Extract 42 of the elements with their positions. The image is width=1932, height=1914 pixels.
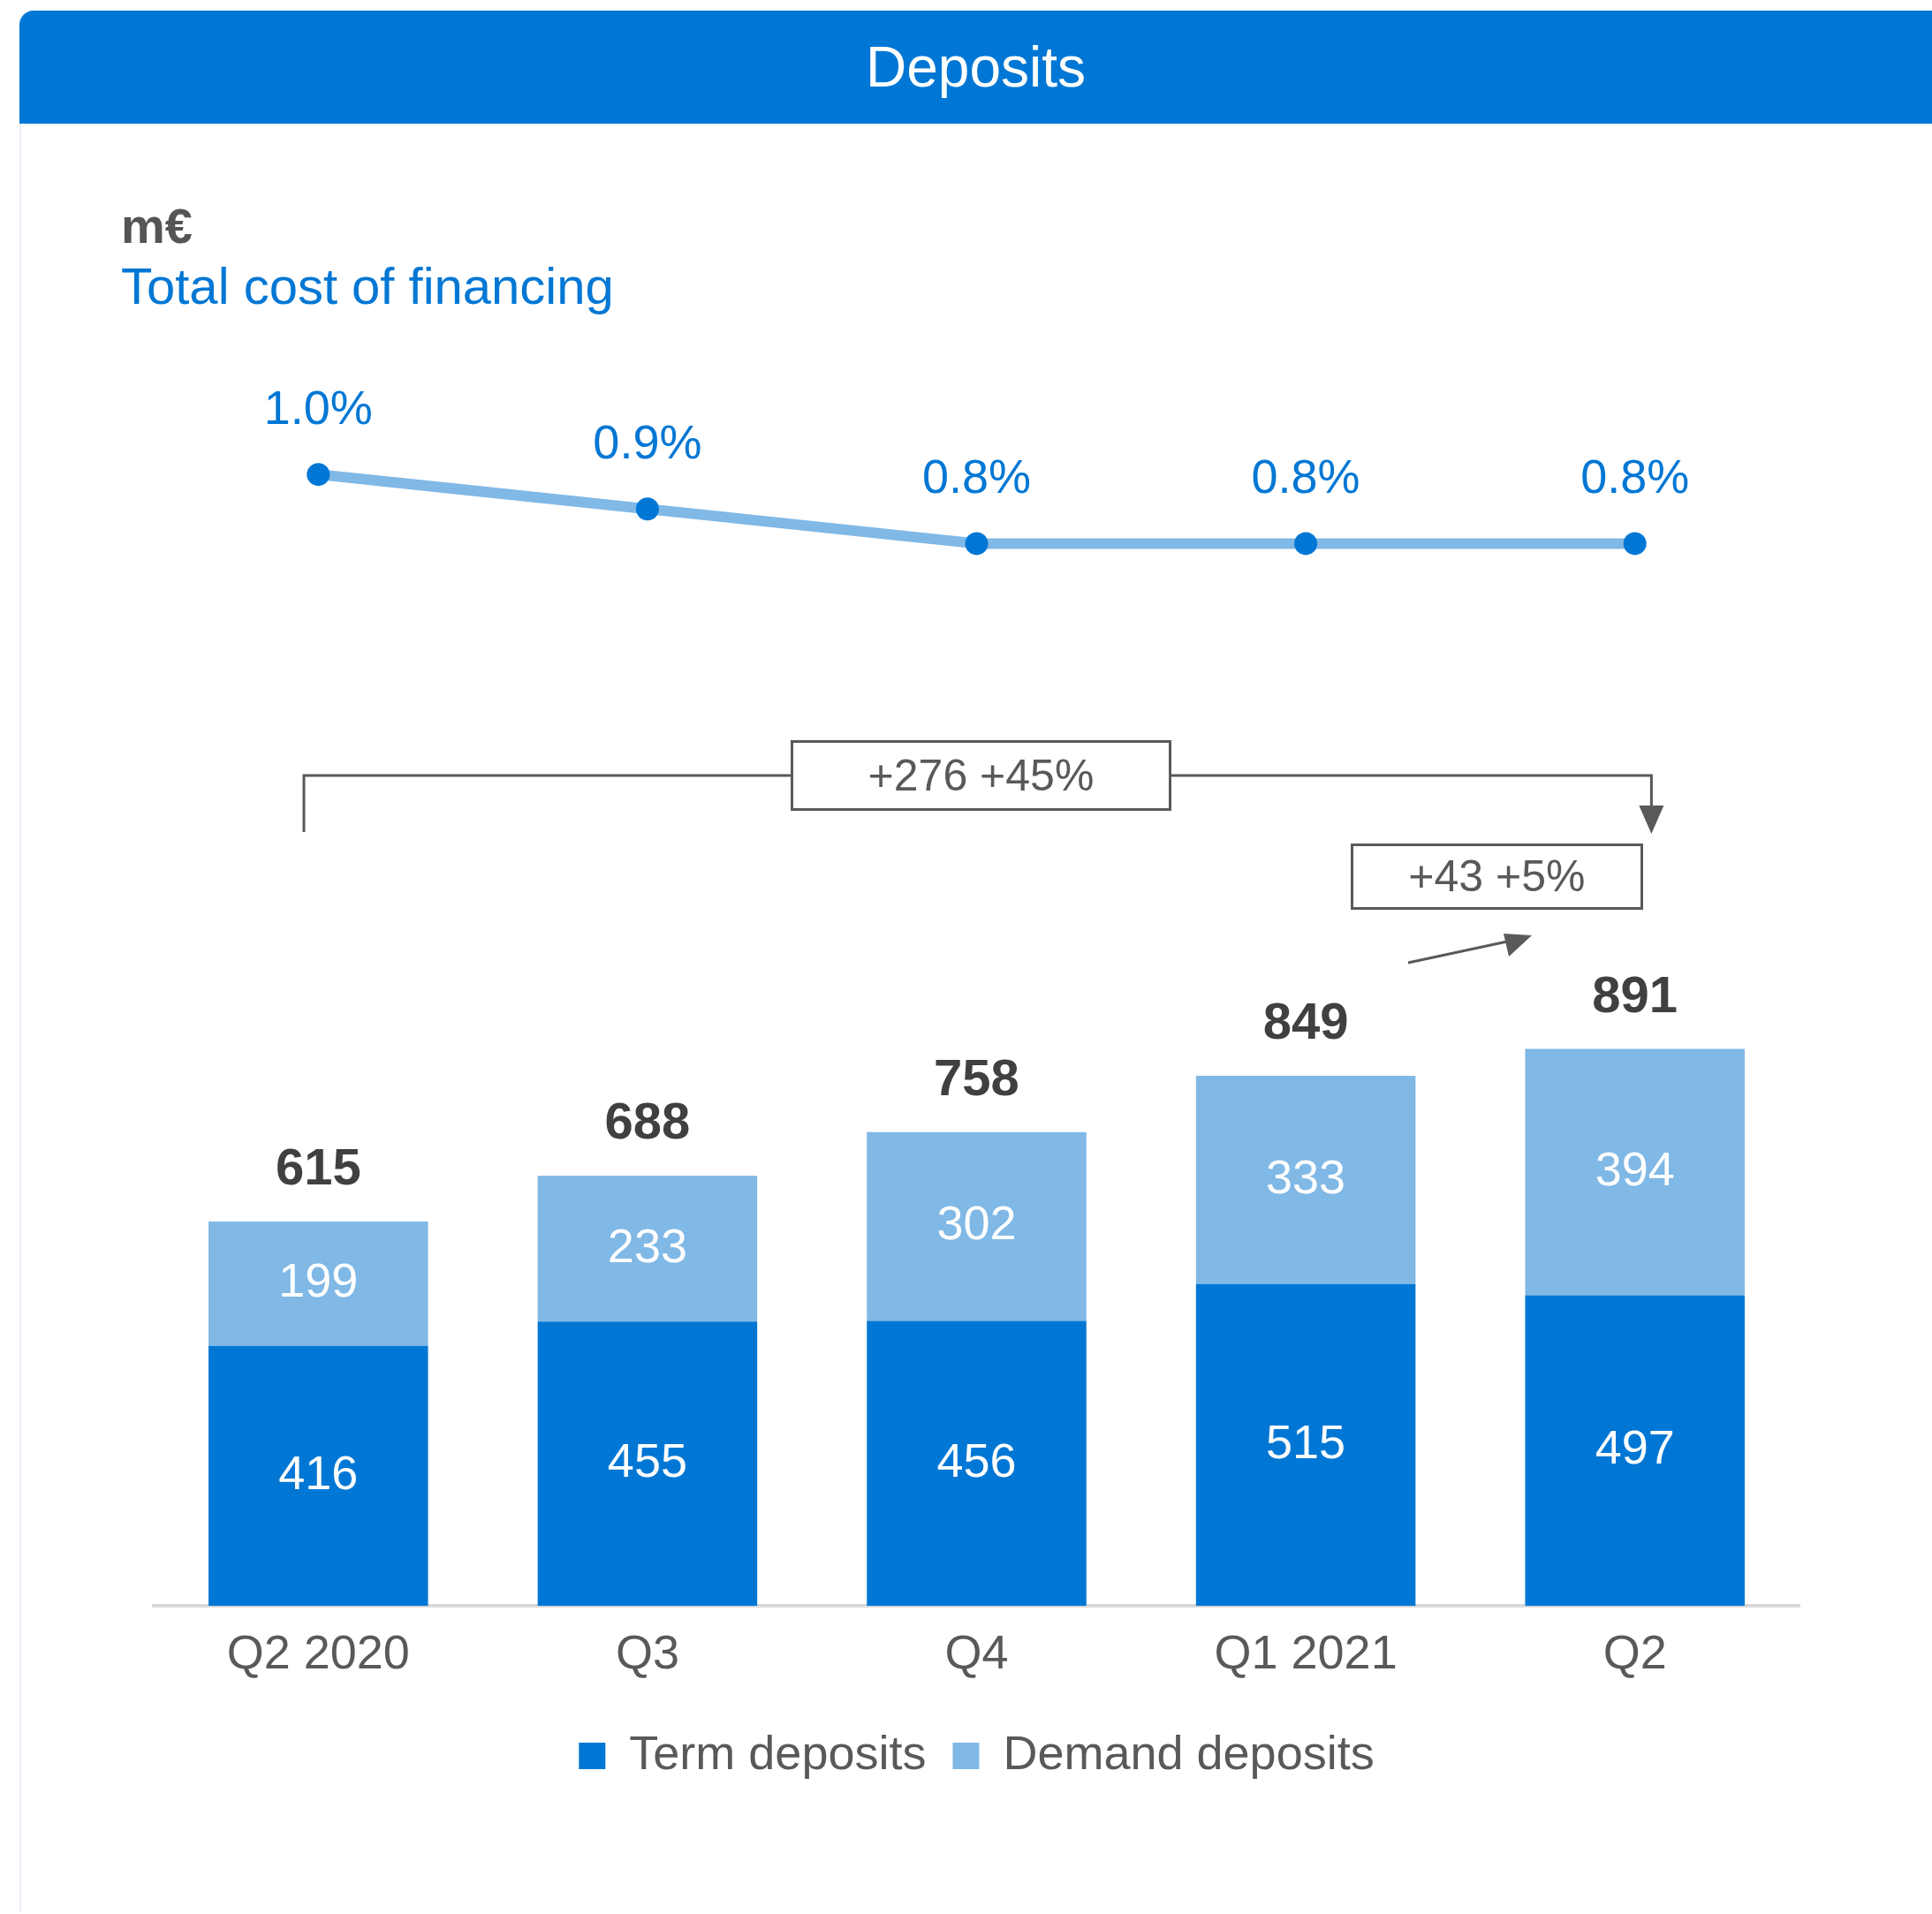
data-label: 199	[278, 1253, 359, 1307]
bar	[867, 1320, 1087, 1607]
total-label: 891	[1592, 965, 1678, 1023]
total-label: 688	[604, 1092, 691, 1150]
text: Total cost of financing	[121, 257, 614, 314]
bar	[1195, 1283, 1416, 1607]
data-label: 302	[936, 1196, 1017, 1250]
total-label: 849	[1262, 992, 1349, 1049]
bar	[867, 1131, 1087, 1321]
data-label: 333	[1266, 1149, 1346, 1203]
x-tick-label: Q1 2021	[1214, 1625, 1398, 1679]
data-label: 0.8%	[1251, 450, 1360, 503]
bar	[537, 1176, 758, 1322]
data-label: 0.8%	[1580, 450, 1690, 503]
bar	[208, 1345, 428, 1607]
text: +43 +5%	[1350, 843, 1643, 910]
data-label: 394	[1595, 1141, 1675, 1195]
bar	[208, 1221, 428, 1346]
text: +276 +45%	[791, 740, 1171, 811]
data-label: 456	[936, 1433, 1017, 1487]
legend-label: Term deposits	[629, 1725, 927, 1779]
data-label: 515	[1266, 1414, 1346, 1468]
data-label: 1.0%	[263, 381, 373, 435]
bar	[537, 1321, 758, 1607]
data-label: 0.8%	[921, 450, 1032, 503]
total-label: 615	[275, 1137, 361, 1195]
legend-label: Demand deposits	[1003, 1725, 1375, 1779]
x-tick-label: Q2	[1602, 1625, 1667, 1679]
x-tick-label: Q4	[944, 1625, 1009, 1679]
bar	[1525, 1048, 1745, 1296]
data-label: 0.9%	[593, 415, 702, 469]
x-tick-label: Q2 2020	[226, 1625, 410, 1679]
x-tick-label: Q3	[615, 1625, 679, 1679]
bar	[1195, 1076, 1416, 1284]
chart-title: Deposits	[19, 11, 1932, 124]
data-label: 416	[278, 1445, 359, 1499]
text: m€	[121, 198, 193, 254]
total-label: 758	[934, 1048, 1019, 1106]
bar	[1525, 1295, 1745, 1607]
data-label: 455	[607, 1434, 687, 1487]
data-label: 233	[607, 1218, 687, 1272]
data-label: 497	[1595, 1420, 1675, 1474]
